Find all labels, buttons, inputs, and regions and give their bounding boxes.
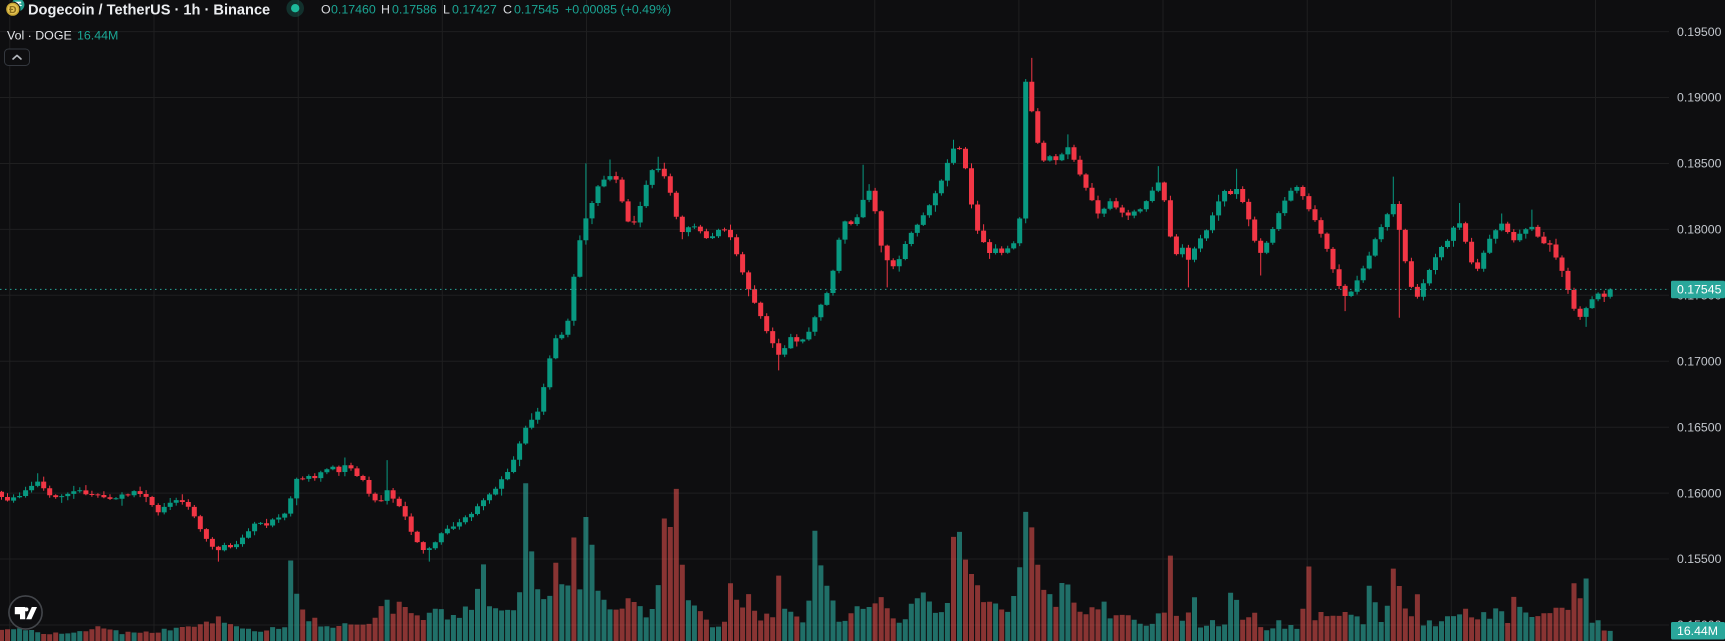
svg-text:0.17545: 0.17545 (1677, 283, 1722, 297)
svg-text:L: L (443, 3, 450, 17)
svg-text:16.44M: 16.44M (77, 29, 118, 43)
svg-text:0.18000: 0.18000 (1677, 223, 1722, 237)
svg-text:Vol · DOGE: Vol · DOGE (7, 29, 72, 43)
svg-text:0.15500: 0.15500 (1677, 552, 1722, 566)
svg-text:C: C (503, 3, 512, 17)
svg-text:O: O (321, 3, 331, 17)
svg-text:0.17427: 0.17427 (452, 3, 497, 17)
svg-text:0.16500: 0.16500 (1677, 420, 1722, 434)
svg-text:0.17460: 0.17460 (331, 3, 376, 17)
svg-text:Đ: Đ (9, 4, 17, 16)
svg-text:0.19000: 0.19000 (1677, 91, 1722, 105)
svg-text:0.18500: 0.18500 (1677, 157, 1722, 171)
svg-text:0.19500: 0.19500 (1677, 25, 1722, 39)
svg-text:H: H (381, 3, 390, 17)
svg-text:0.17000: 0.17000 (1677, 355, 1722, 369)
svg-text:0.17586: 0.17586 (392, 3, 437, 17)
svg-text:16.44M: 16.44M (1677, 624, 1718, 638)
svg-text:0.17545: 0.17545 (514, 3, 559, 17)
svg-text:0.16000: 0.16000 (1677, 486, 1722, 500)
svg-text:Dogecoin / TetherUS · 1h · Bin: Dogecoin / TetherUS · 1h · Binance (28, 3, 270, 19)
svg-text:+0.00085 (+0.49%): +0.00085 (+0.49%) (565, 3, 671, 17)
